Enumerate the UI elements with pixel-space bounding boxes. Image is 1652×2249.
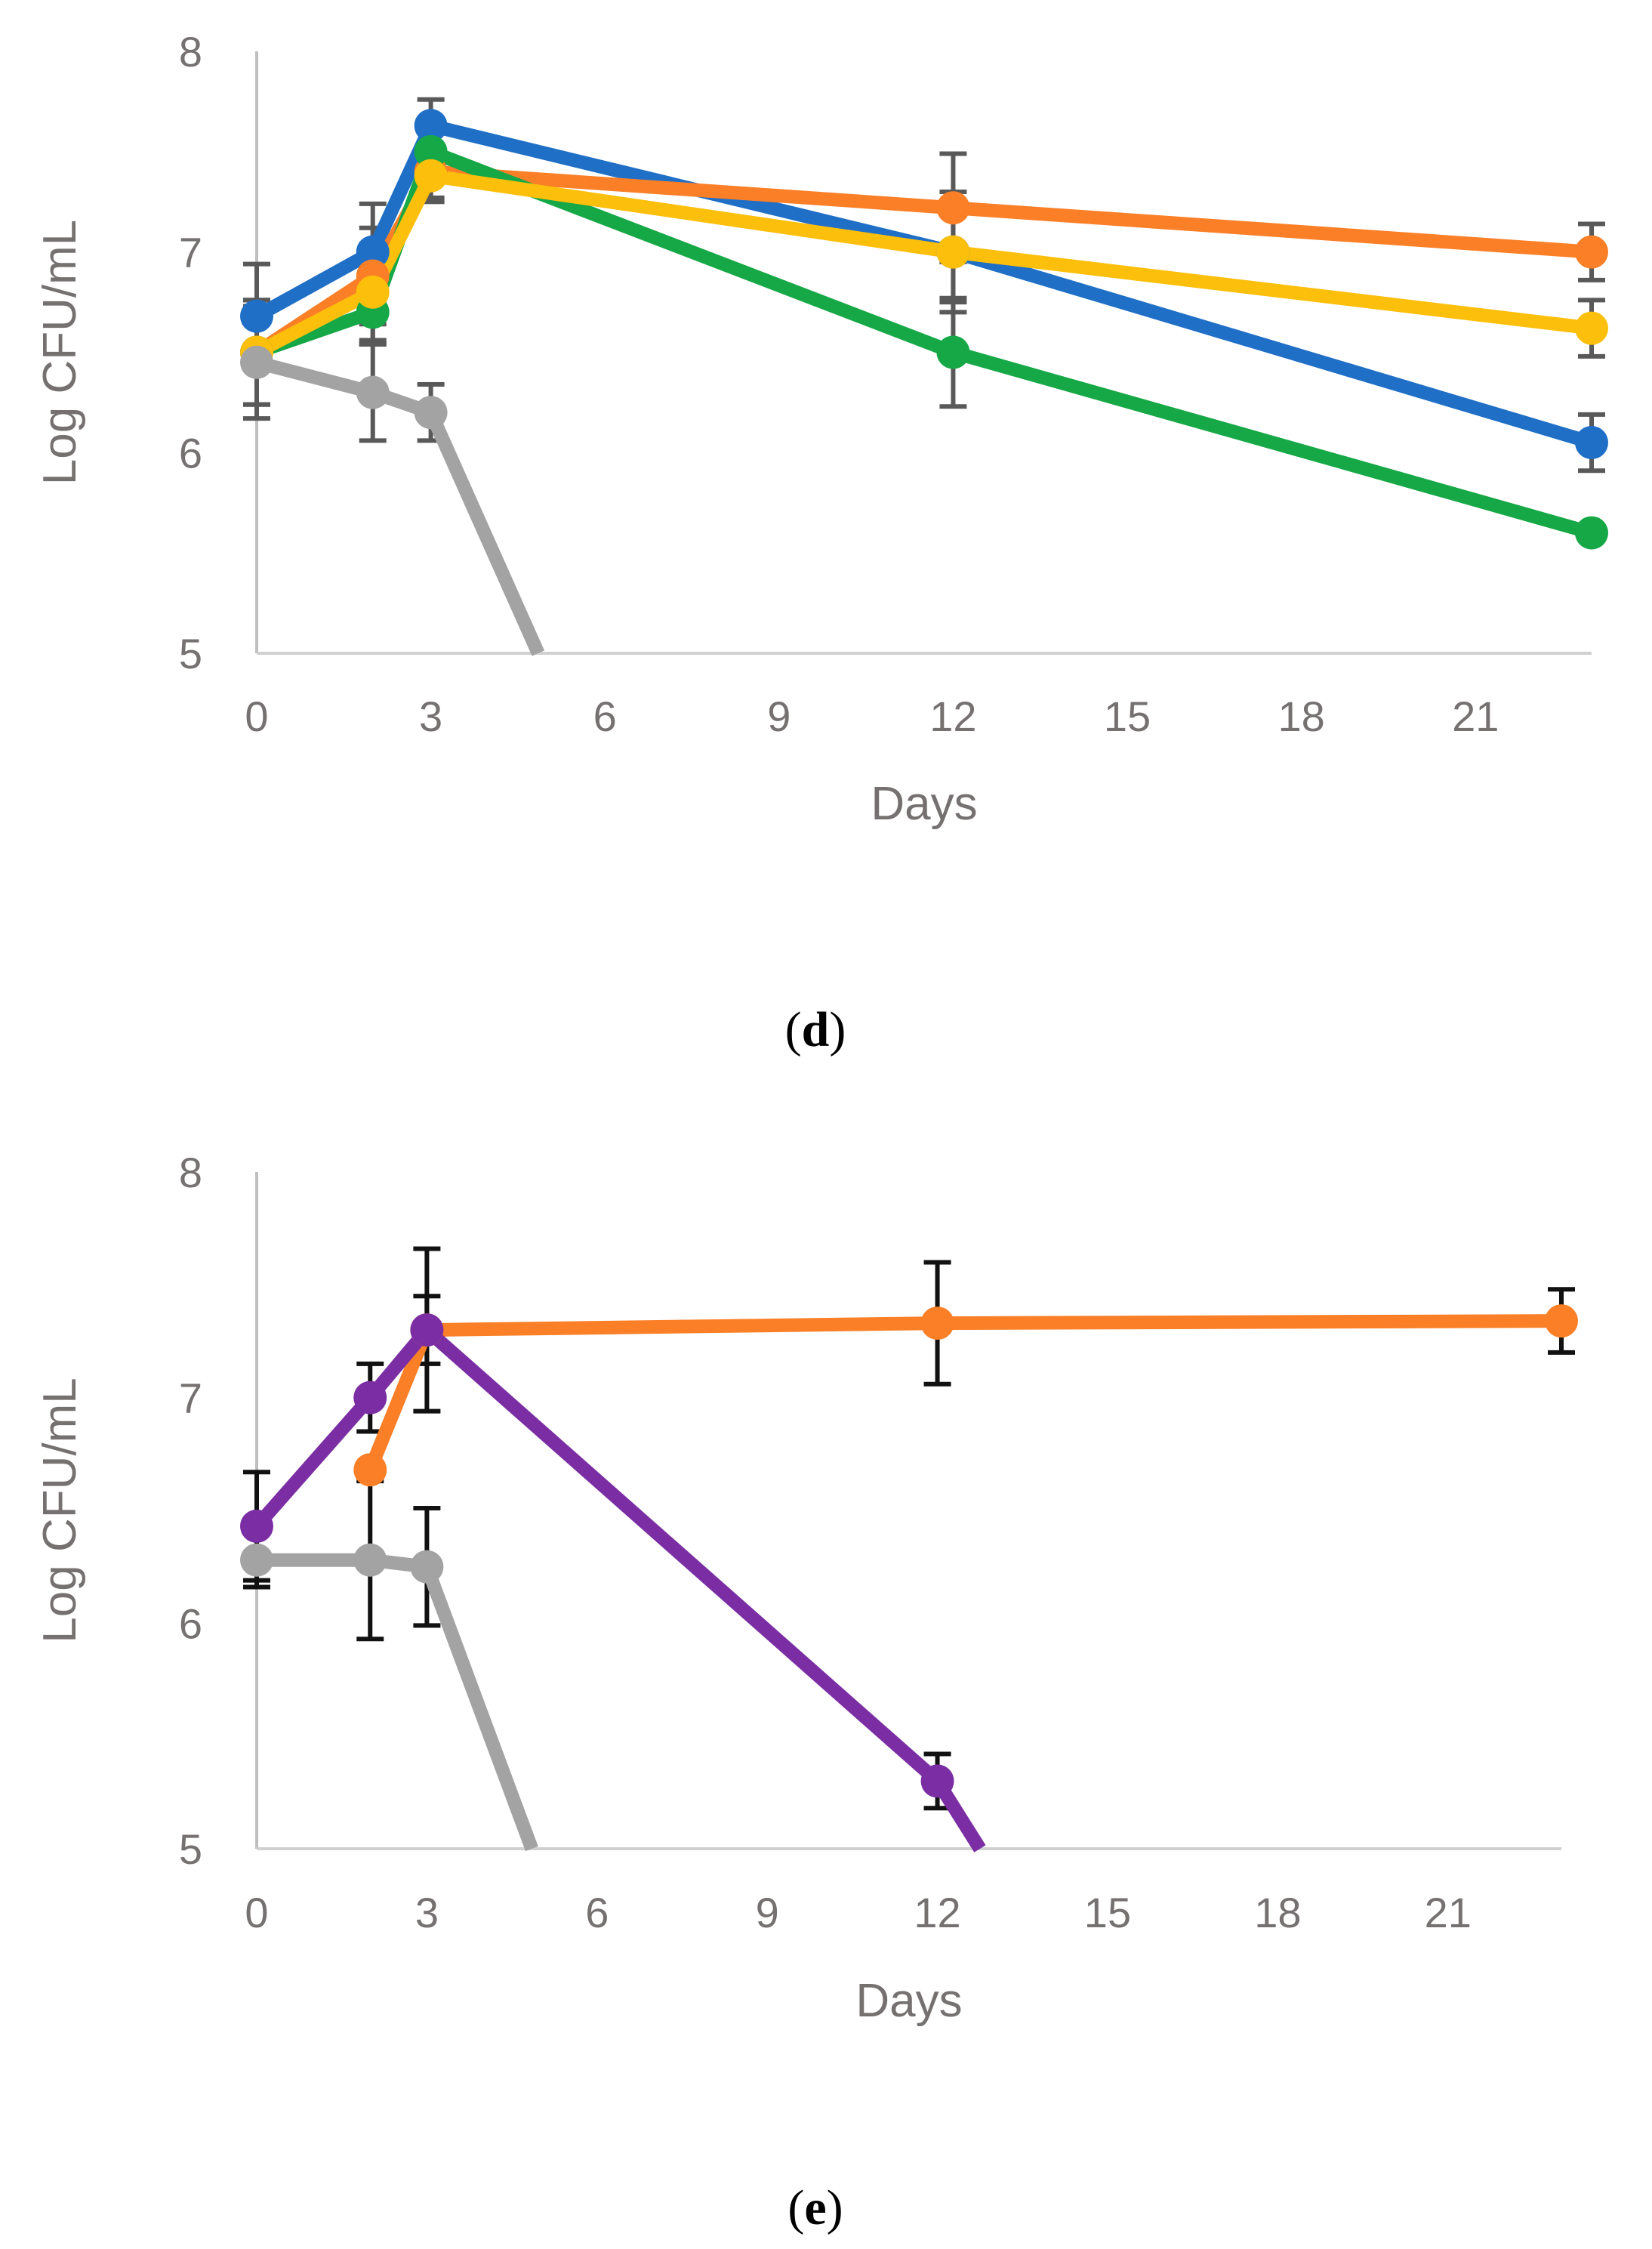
data-points-d [240, 109, 1608, 550]
x-tick-label: 6 [585, 1889, 609, 1936]
panel-label-e: (e) [787, 2180, 843, 2235]
x-tick-label: 12 [929, 693, 976, 740]
y-tick-label: 6 [179, 1600, 202, 1647]
x-tick-label: 9 [767, 693, 791, 740]
data-point-purple [410, 1313, 444, 1347]
axes-d [255, 51, 1592, 655]
series-line-orange [253, 165, 1592, 359]
chart-panel-e: 5 6 7 8 0 3 6 9 12 15 18 21 Days Log CFU/mL [34, 1149, 1578, 2027]
x-tick-label: 12 [914, 1889, 960, 1936]
x-axis-title: Days [855, 1975, 962, 2027]
data-point-orange [1545, 1304, 1578, 1338]
data-point-blue [240, 299, 273, 333]
data-point-blue [414, 109, 448, 143]
panel-label-d: (d) [785, 1002, 846, 1057]
y-tick-label: 8 [179, 28, 202, 76]
chart-panel-d: 5 6 7 8 0 3 6 9 12 15 18 21 Days Log CFU/mL [34, 28, 1608, 830]
y-axis-title: Log CFU/mL [34, 220, 86, 485]
axis-text-e: 5 6 7 8 0 3 6 9 12 15 18 21 Days Log CFU/mL [34, 1149, 1472, 2027]
x-tick-label: 15 [1104, 693, 1151, 740]
data-point-blue [356, 235, 390, 269]
data-point-orange [920, 1307, 954, 1340]
data-point-gray [353, 1543, 387, 1577]
data-point-gray [410, 1550, 444, 1584]
series-lines-d [253, 119, 1594, 656]
data-point-purple [353, 1381, 387, 1414]
data-point-green [936, 335, 970, 369]
x-tick-label: 3 [419, 693, 442, 740]
x-tick-label: 18 [1278, 693, 1325, 740]
y-tick-label: 7 [179, 229, 202, 276]
y-tick-label: 5 [179, 630, 202, 677]
y-tick-label: 8 [179, 1149, 202, 1196]
y-tick-label: 5 [179, 1825, 202, 1873]
x-tick-label: 9 [756, 1889, 779, 1936]
x-tick-label: 0 [245, 1889, 268, 1936]
x-tick-label: 18 [1254, 1889, 1301, 1936]
series-line-orange [363, 1314, 1562, 1473]
x-tick-label: 6 [593, 693, 617, 740]
data-point-orange [353, 1453, 387, 1487]
x-axis-title: Days [871, 778, 977, 830]
data-point-green [1575, 516, 1608, 550]
x-tick-label: 21 [1452, 693, 1499, 740]
panel-letter-e: e [804, 2180, 826, 2235]
y-tick-label: 7 [179, 1374, 202, 1422]
y-axis-title: Log CFU/mL [34, 1377, 86, 1643]
data-points-e [240, 1304, 1578, 1798]
axis-text-d: 5 6 7 8 0 3 6 9 12 15 18 21 Days Log CFU/mL [34, 28, 1499, 830]
series-lines-e [251, 1314, 1562, 1853]
x-tick-label: 3 [415, 1889, 439, 1936]
data-point-yellow [356, 275, 390, 309]
series-line-gray [254, 356, 545, 656]
x-tick-label: 21 [1425, 1889, 1472, 1936]
data-point-gray [356, 375, 390, 409]
data-point-orange [1575, 235, 1608, 269]
data-point-purple [920, 1764, 954, 1798]
series-line-gray [257, 1553, 538, 1852]
data-point-blue [1575, 426, 1608, 460]
data-point-gray [414, 396, 448, 430]
data-point-gray [240, 1543, 273, 1577]
data-point-green [414, 134, 448, 168]
panel-letter-d: d [802, 1002, 830, 1057]
data-point-orange [936, 191, 970, 225]
error-bars-e [243, 1246, 1575, 1811]
data-point-purple [240, 1509, 273, 1543]
x-tick-label: 0 [245, 693, 268, 740]
data-point-yellow [1575, 311, 1608, 345]
x-tick-label: 15 [1084, 1889, 1131, 1936]
data-point-gray [240, 345, 273, 379]
data-point-yellow [414, 159, 448, 193]
y-tick-label: 6 [179, 429, 202, 477]
data-point-yellow [936, 235, 970, 269]
